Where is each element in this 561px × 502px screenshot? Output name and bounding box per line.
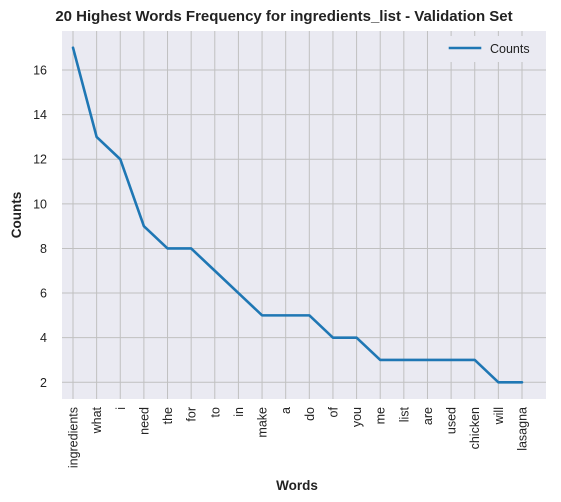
x-axis-title: Words bbox=[276, 478, 318, 493]
x-axis-ticks: ingredients what i need the for to in make a do of y… bbox=[67, 406, 530, 468]
x-tick-label: need bbox=[137, 407, 151, 435]
x-tick-label: to bbox=[208, 407, 222, 417]
plot-area bbox=[62, 31, 546, 399]
x-tick-label: make bbox=[256, 407, 270, 438]
x-tick-label: ingredients bbox=[67, 407, 81, 468]
y-tick-label: 10 bbox=[33, 197, 47, 211]
x-tick-label: i bbox=[114, 407, 128, 410]
chart-title: 20 Highest Words Frequency for ingredien… bbox=[55, 8, 512, 25]
series-line-0 bbox=[71, 46, 524, 384]
y-tick-label: 14 bbox=[33, 108, 47, 122]
x-tick-label: used bbox=[445, 407, 459, 434]
y-tick-label: 6 bbox=[40, 287, 47, 301]
y-axis-ticks: 2 4 6 8 10 12 14 16 bbox=[33, 64, 47, 390]
y-tick-label: 8 bbox=[40, 242, 47, 256]
x-tick-label: do bbox=[303, 407, 317, 421]
y-tick-label: 2 bbox=[40, 376, 47, 390]
legend: Counts bbox=[438, 36, 540, 62]
x-tick-label: list bbox=[397, 406, 411, 422]
x-tick-label: are bbox=[421, 407, 435, 425]
x-tick-label: will bbox=[492, 407, 506, 425]
y-tick-label: 12 bbox=[33, 153, 47, 167]
x-tick-label: you bbox=[350, 407, 364, 427]
y-axis-title: Counts bbox=[9, 192, 24, 239]
x-tick-label: what bbox=[90, 406, 104, 434]
grid-lines bbox=[62, 31, 546, 399]
x-tick-label: chicken bbox=[468, 407, 482, 449]
x-tick-label: in bbox=[232, 407, 246, 417]
y-tick-label: 16 bbox=[33, 64, 47, 78]
legend-label: Counts bbox=[490, 42, 530, 56]
x-tick-label: lasagna bbox=[516, 407, 530, 451]
x-tick-label: of bbox=[326, 406, 340, 417]
x-tick-label: the bbox=[161, 407, 175, 424]
x-tick-label: me bbox=[374, 407, 388, 424]
y-tick-label: 4 bbox=[40, 331, 47, 345]
series-lines bbox=[71, 46, 524, 384]
x-tick-label: a bbox=[279, 407, 293, 414]
x-tick-label: for bbox=[185, 407, 199, 422]
